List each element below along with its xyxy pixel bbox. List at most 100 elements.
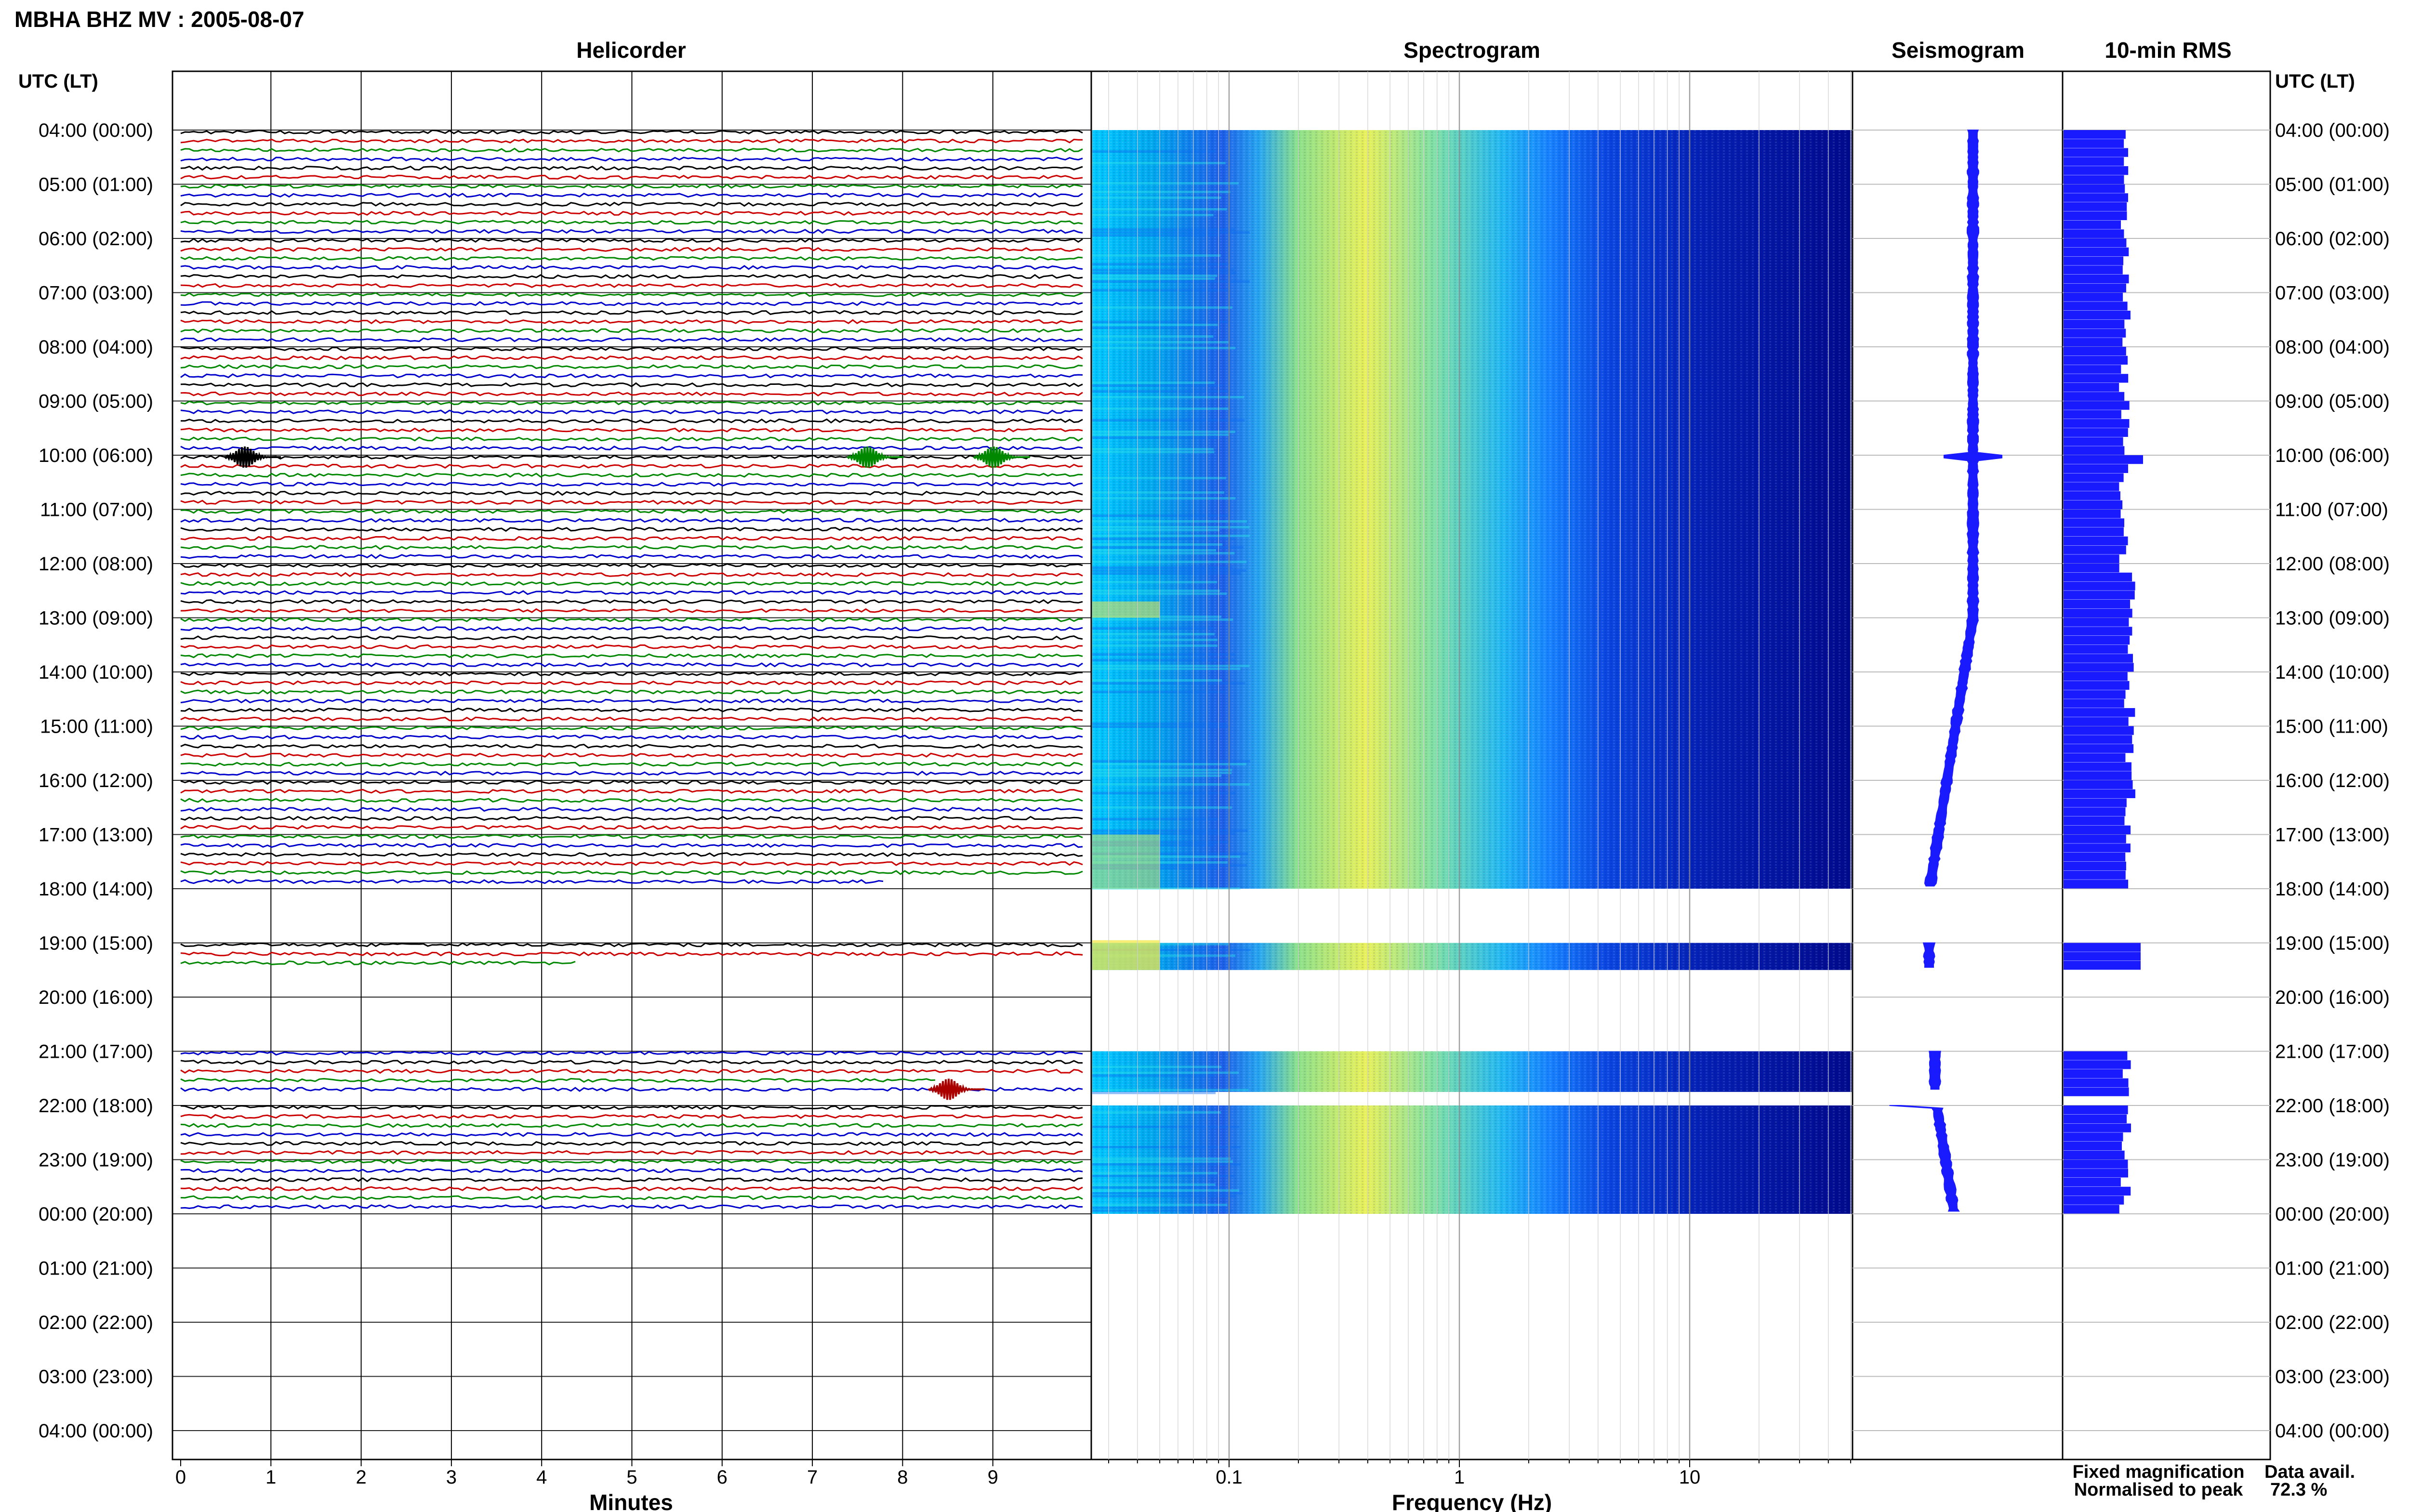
helicorder-trace (180, 1168, 1083, 1173)
seismogram-envelope (1929, 1051, 1941, 1090)
helicorder-trace (180, 446, 1083, 451)
spectrogram-streak (1092, 491, 1225, 494)
spectrogram-lowfreq-patch (1092, 834, 1160, 889)
helicorder-trace (180, 879, 884, 884)
minute-tick-label: 3 (446, 1467, 457, 1488)
rms-bar (2064, 428, 2128, 437)
rms-bar (2064, 1169, 2128, 1178)
helicorder-trace (180, 689, 1083, 695)
rms-bar (2064, 834, 2126, 843)
spectrogram-streak (1092, 451, 1215, 453)
rms-bar (2064, 807, 2126, 816)
time-tick-left: 13:00 (09:00) (39, 608, 153, 629)
helicorder-trace (181, 771, 1083, 776)
rms-bar (2064, 130, 2126, 139)
time-tick-right: 22:00 (18:00) (2275, 1095, 2390, 1117)
rms-bar (2064, 401, 2130, 410)
rms-bar (2064, 853, 2126, 862)
rms-bar (2064, 437, 2123, 446)
helicorder-trace (180, 608, 1083, 613)
helicorder-trace (180, 662, 1083, 668)
rms-bar (2064, 229, 2124, 238)
helicorder-trace (180, 1195, 1083, 1200)
spectrogram-streak (1092, 335, 1214, 338)
spectrogram-blocks (1092, 130, 1852, 1214)
time-tick-left: 18:00 (14:00) (39, 879, 153, 900)
spectrogram-streak (1092, 197, 1221, 199)
rms-bar (2064, 1142, 2122, 1151)
spectrogram-streak (1092, 543, 1223, 546)
rms-bar (2064, 329, 2126, 338)
spectrogram-streak (1092, 844, 1215, 846)
rms-bar (2064, 636, 2130, 645)
data-availability-label: Data avail. (2264, 1462, 2355, 1482)
spectrogram-streak (1092, 769, 1232, 771)
spectrogram-streak (1092, 431, 1235, 433)
spectrogram-streak (1092, 832, 1235, 835)
rms-bar (2064, 202, 2127, 211)
minute-tick-label: 8 (897, 1467, 908, 1488)
rms-bar (2064, 1087, 2129, 1096)
time-tick-left: 22:00 (18:00) (39, 1095, 153, 1117)
spectrogram-streak (1092, 1146, 1241, 1148)
time-tick-left: 07:00 (03:00) (39, 283, 153, 304)
time-tick-left: 11:00 (07:00) (40, 500, 153, 521)
helicorder-trace (180, 698, 1083, 704)
spectrogram-streak (1092, 644, 1218, 647)
seismogram-frame (1852, 70, 2064, 1460)
rms-bar (2064, 762, 2131, 771)
spectrogram-streak (1092, 1210, 1233, 1212)
seismogram-envelope (1924, 130, 2002, 887)
spectrogram-streak (1092, 546, 1244, 549)
time-axis-label-right: UTC (LT) (2275, 71, 2355, 92)
spectrogram-streak (1092, 806, 1232, 809)
time-tick-left: 12:00 (08:00) (39, 553, 153, 575)
page-title: MBHA BHZ MV : 2005-08-07 (14, 7, 304, 32)
rms-bar (2064, 572, 2132, 581)
helicorder-trace (180, 1060, 1083, 1065)
rms-bar (2064, 527, 2124, 537)
helicorder-trace (180, 752, 1083, 758)
rms-bar (2064, 311, 2131, 320)
helicorder-trace (180, 1078, 936, 1083)
spectrogram-title: Spectrogram (1403, 38, 1540, 63)
helicorder-trace (180, 725, 1083, 731)
rms-bar (2064, 690, 2126, 699)
rms-bar (2064, 564, 2119, 573)
helicorder-trace (180, 463, 1083, 469)
rms-bar (2064, 726, 2134, 735)
spectrogram-streak (1092, 324, 1218, 326)
rms-bar (2064, 843, 2131, 853)
spectrogram-streak (1092, 561, 1247, 563)
rms-bar (2064, 338, 2123, 347)
spectrogram-streak (1092, 1157, 1231, 1160)
rms-bar (2064, 473, 2124, 482)
helicorder-trace (180, 174, 1083, 180)
spectrogram-streak (1092, 526, 1250, 528)
helicorder-panel (172, 70, 1853, 1460)
helicorder-trace (180, 960, 576, 966)
helicorder-trace (180, 265, 1083, 270)
rms-panel (2062, 70, 2271, 1460)
frequency-tick-label: 0.1 (1216, 1467, 1243, 1488)
rms-bar (2064, 861, 2126, 870)
rms-bar (2064, 753, 2126, 762)
spectrogram-streak (1092, 783, 1250, 786)
spectrogram-streak (1092, 1186, 1224, 1189)
seismogram-envelope (1889, 1105, 1960, 1212)
spectrogram-streak (1092, 1089, 1249, 1091)
spectrogram-streak (1092, 1160, 1233, 1163)
minute-tick-label: 2 (356, 1467, 366, 1488)
event-burst (927, 1078, 985, 1100)
helicorder-trace (180, 220, 1083, 225)
rms-bar (2064, 355, 2128, 365)
time-tick-right: 10:00 (06:00) (2275, 445, 2390, 466)
helicorder-trace (181, 418, 1083, 424)
helicorder-trace (180, 328, 1083, 333)
spectrogram-streak (1092, 234, 1219, 237)
helicorder-trace (180, 157, 1083, 162)
helicorder-trace (180, 834, 1083, 839)
minutes-ticks: 0 1 2 3 4 5 6 7 8 9 (175, 1459, 998, 1488)
rms-bar (2064, 618, 2129, 627)
rms-bar (2064, 211, 2127, 220)
